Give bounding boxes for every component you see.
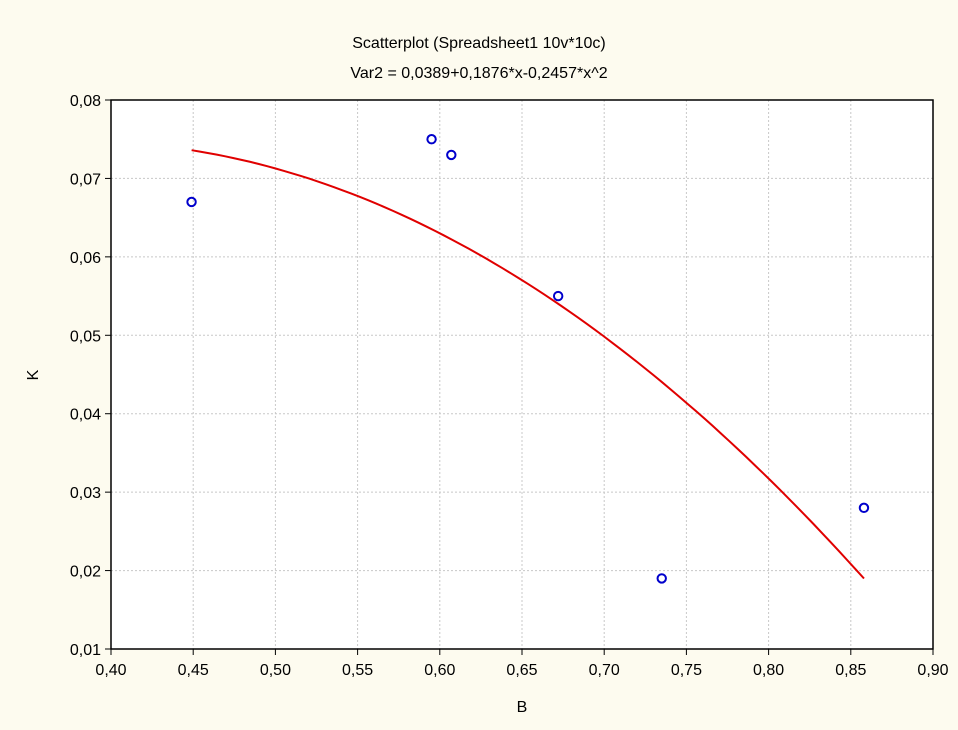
y-tick-label: 0,01 <box>70 642 101 659</box>
x-tick-label: 0,45 <box>178 662 209 679</box>
y-axis-label: K <box>25 369 42 380</box>
data-point-2 <box>426 134 437 145</box>
data-point-3 <box>446 149 457 161</box>
grid-lines <box>111 100 933 649</box>
plot-area <box>111 100 933 649</box>
data-point-1 <box>186 196 197 208</box>
data-point-4 <box>552 290 564 302</box>
fit-curve <box>191 149 865 580</box>
y-tick-label: 0,05 <box>70 328 101 345</box>
x-axis-ticks: 0,40 0,45 0,50 0,55 0,60 0,65 0,70 0,75 0,80 0,85… <box>95 649 949 679</box>
chart-subtitle: Var2 = 0,0389+0,1876*x-0,2457*x^2 <box>350 65 607 82</box>
x-tick-label: 0,70 <box>589 662 620 679</box>
data-point-6 <box>858 502 870 514</box>
y-axis-ticks: 0,01 0,02 0,03 0,04 0,05 0,06 0,07 0,08 <box>70 93 111 659</box>
plot-border <box>110 99 934 650</box>
x-tick-label: 0,65 <box>506 662 537 679</box>
y-tick-label: 0,06 <box>70 250 101 267</box>
y-tick-label: 0,02 <box>70 564 101 581</box>
x-tick-label: 0,90 <box>917 662 948 679</box>
y-tick-label: 0,07 <box>70 171 101 188</box>
y-tick-label: 0,04 <box>70 407 101 424</box>
x-tick-label: 0,60 <box>424 662 455 679</box>
data-point-5 <box>656 573 667 584</box>
x-tick-label: 0,85 <box>835 662 866 679</box>
chart-title: Scatterplot (Spreadsheet1 10v*10c) <box>352 35 605 52</box>
x-tick-label: 0,50 <box>260 662 291 679</box>
x-tick-label: 0,40 <box>95 662 126 679</box>
y-tick-label: 0,03 <box>70 485 101 502</box>
x-tick-label: 0,75 <box>671 662 702 679</box>
x-axis-label: B <box>517 699 528 716</box>
y-tick-label: 0,08 <box>70 93 101 110</box>
x-tick-label: 0,80 <box>753 662 784 679</box>
data-points <box>186 134 870 584</box>
x-tick-label: 0,55 <box>342 662 373 679</box>
